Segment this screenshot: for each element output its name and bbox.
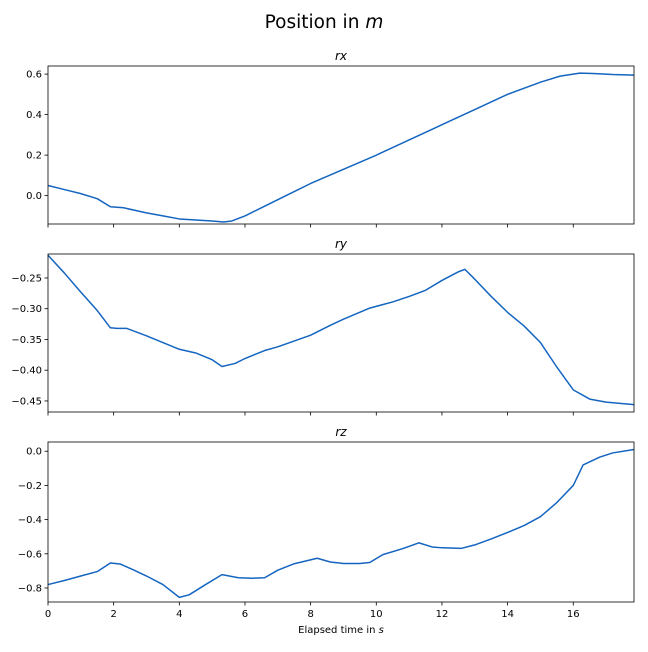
series-line-rx — [47, 72, 635, 223]
figure-title: Position in m — [265, 12, 384, 33]
y-tick-label: −0.2 — [18, 481, 42, 492]
x-tick-label: 12 — [436, 609, 449, 620]
x-tick-label: 0 — [45, 609, 51, 620]
y-tick-label: −0.25 — [11, 273, 42, 284]
x-tick-label: 4 — [176, 609, 182, 620]
y-tick-label: 0.0 — [26, 447, 42, 458]
x-tick-label: 14 — [501, 609, 514, 620]
y-tick-label: 0.4 — [26, 110, 42, 121]
y-tick-label: 0.0 — [26, 191, 42, 202]
x-tick-label: 10 — [370, 609, 383, 620]
x-tick-label: 2 — [110, 609, 116, 620]
y-tick-label: −0.45 — [11, 396, 42, 407]
y-tick-label: 0.6 — [26, 70, 42, 81]
y-tick-label: −0.4 — [18, 515, 42, 526]
y-tick-label: −0.40 — [11, 366, 42, 377]
panel-rz: rz 0.0 −0.2 −0.4 −0.6 −0.8 0 2 4 6 8 10 12 14 16 — [18, 425, 635, 620]
series-line-ry — [47, 254, 635, 406]
x-tick-label: 6 — [242, 609, 248, 620]
panel-rx: rx 0.0 0.2 0.4 0.6 — [26, 49, 635, 228]
panel-ry: ry −0.25 −0.30 −0.35 −0.40 −0.45 — [11, 237, 635, 416]
series-line-rz — [47, 448, 635, 599]
axes-layer: rx0.00.20.40.6ry−0.25−0.30−0.35−0.40−0.4… — [11, 49, 635, 620]
y-tick-label: −0.6 — [18, 549, 42, 560]
panel-title: rx — [335, 49, 348, 63]
x-tick-label: 16 — [567, 609, 580, 620]
y-tick-label: 0.2 — [26, 151, 42, 162]
axes-frame — [47, 253, 635, 413]
y-tick-label: −0.8 — [18, 583, 42, 594]
axes-frame — [47, 65, 635, 225]
panel-title: rz — [335, 425, 347, 439]
x-axis-label: Elapsed time in s — [298, 625, 384, 636]
panel-title: ry — [335, 237, 348, 251]
axes-frame — [47, 441, 635, 603]
y-tick-label: −0.35 — [11, 335, 42, 346]
y-tick-label: −0.30 — [11, 304, 42, 315]
x-tick-label: 8 — [307, 609, 313, 620]
